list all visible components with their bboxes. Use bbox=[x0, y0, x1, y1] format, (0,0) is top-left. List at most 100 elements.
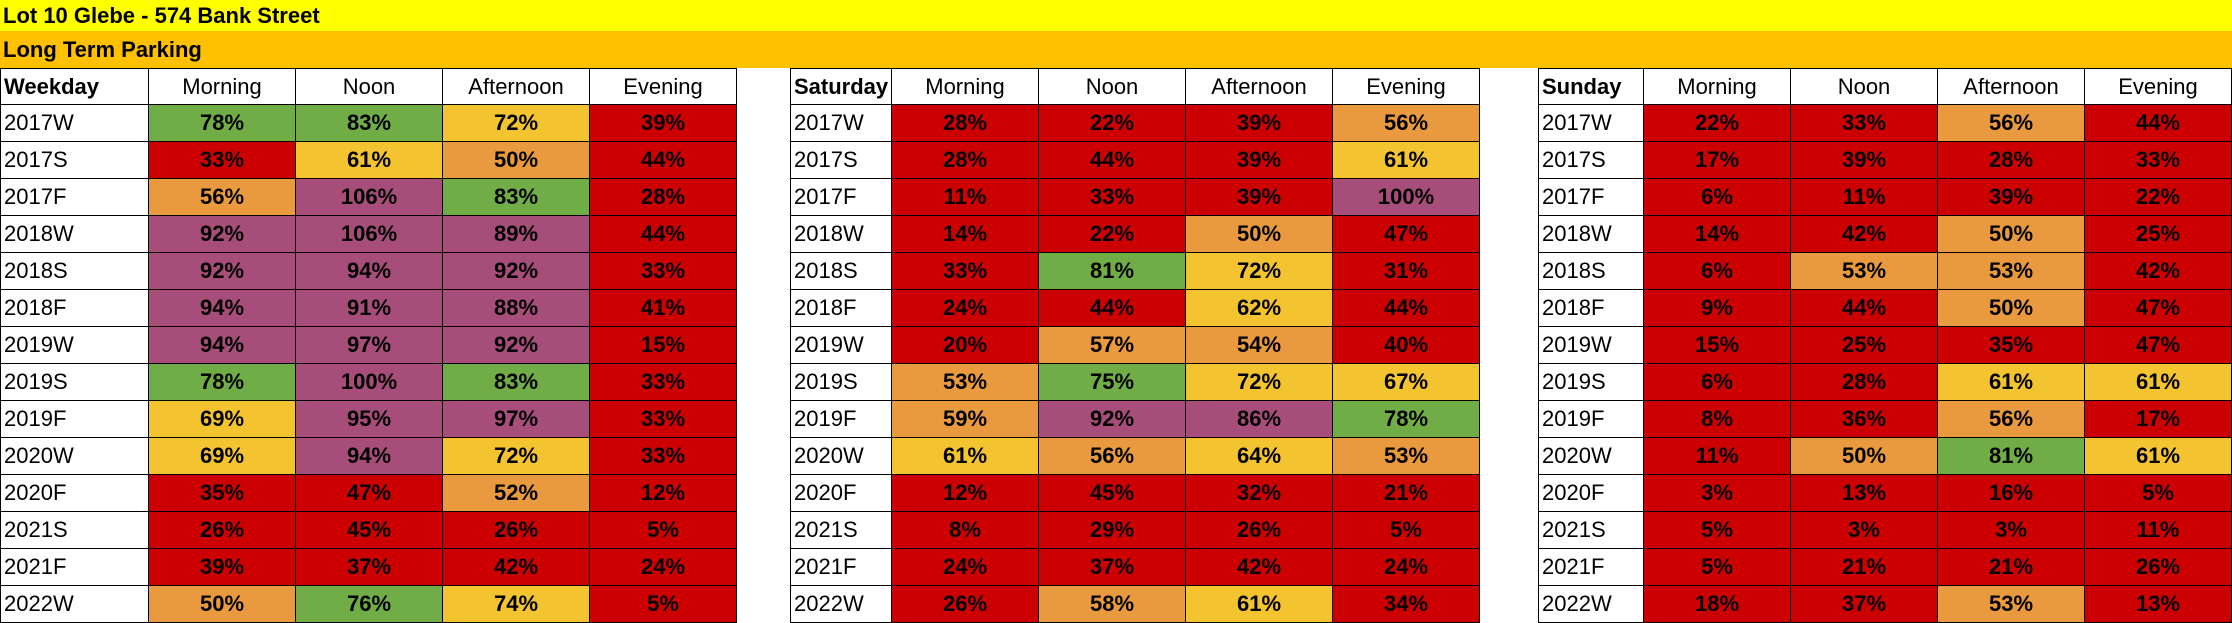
occupancy-cell[interactable]: 28% bbox=[590, 179, 737, 216]
occupancy-cell[interactable]: 39% bbox=[1186, 105, 1333, 142]
occupancy-cell[interactable]: 76% bbox=[296, 586, 443, 623]
occupancy-cell[interactable]: 58% bbox=[1039, 586, 1186, 623]
occupancy-cell[interactable]: 44% bbox=[2085, 105, 2232, 142]
occupancy-cell[interactable]: 89% bbox=[443, 216, 590, 253]
occupancy-cell[interactable]: 47% bbox=[2085, 327, 2232, 364]
occupancy-cell[interactable]: 21% bbox=[1938, 549, 2085, 586]
occupancy-cell[interactable]: 5% bbox=[590, 512, 737, 549]
season-cell[interactable]: 2018W bbox=[790, 216, 892, 253]
occupancy-cell[interactable]: 56% bbox=[1039, 438, 1186, 475]
occupancy-cell[interactable]: 57% bbox=[1039, 327, 1186, 364]
period-header-cell[interactable]: Afternoon bbox=[1186, 68, 1333, 105]
occupancy-cell[interactable]: 13% bbox=[1791, 475, 1938, 512]
occupancy-cell[interactable]: 56% bbox=[1938, 401, 2085, 438]
occupancy-cell[interactable]: 81% bbox=[1938, 438, 2085, 475]
occupancy-cell[interactable]: 61% bbox=[1938, 364, 2085, 401]
occupancy-cell[interactable]: 44% bbox=[1791, 290, 1938, 327]
period-header-cell[interactable]: Morning bbox=[1644, 68, 1791, 105]
occupancy-cell[interactable]: 22% bbox=[1039, 105, 1186, 142]
occupancy-cell[interactable]: 17% bbox=[1644, 142, 1791, 179]
season-cell[interactable]: 2018F bbox=[1538, 290, 1644, 327]
occupancy-cell[interactable]: 11% bbox=[2085, 512, 2232, 549]
occupancy-cell[interactable]: 39% bbox=[1791, 142, 1938, 179]
occupancy-cell[interactable]: 50% bbox=[1938, 290, 2085, 327]
occupancy-cell[interactable]: 86% bbox=[1186, 401, 1333, 438]
occupancy-cell[interactable]: 39% bbox=[1938, 179, 2085, 216]
season-cell[interactable]: 2017W bbox=[0, 105, 149, 142]
occupancy-cell[interactable]: 83% bbox=[443, 364, 590, 401]
occupancy-cell[interactable]: 33% bbox=[590, 364, 737, 401]
occupancy-cell[interactable]: 32% bbox=[1186, 475, 1333, 512]
occupancy-cell[interactable]: 12% bbox=[590, 475, 737, 512]
occupancy-cell[interactable]: 92% bbox=[149, 216, 296, 253]
occupancy-cell[interactable]: 92% bbox=[149, 253, 296, 290]
occupancy-cell[interactable]: 5% bbox=[1644, 512, 1791, 549]
season-cell[interactable]: 2022W bbox=[0, 586, 149, 623]
occupancy-cell[interactable]: 33% bbox=[892, 253, 1039, 290]
occupancy-cell[interactable]: 8% bbox=[1644, 401, 1791, 438]
occupancy-cell[interactable]: 61% bbox=[2085, 438, 2232, 475]
occupancy-cell[interactable]: 53% bbox=[1938, 586, 2085, 623]
occupancy-cell[interactable]: 67% bbox=[1333, 364, 1480, 401]
season-cell[interactable]: 2022W bbox=[1538, 586, 1644, 623]
season-cell[interactable]: 2020F bbox=[790, 475, 892, 512]
occupancy-cell[interactable]: 39% bbox=[1186, 142, 1333, 179]
occupancy-cell[interactable]: 33% bbox=[1791, 105, 1938, 142]
occupancy-cell[interactable]: 39% bbox=[590, 105, 737, 142]
occupancy-cell[interactable]: 94% bbox=[149, 327, 296, 364]
occupancy-cell[interactable]: 24% bbox=[892, 290, 1039, 327]
occupancy-cell[interactable]: 45% bbox=[296, 512, 443, 549]
occupancy-cell[interactable]: 20% bbox=[892, 327, 1039, 364]
occupancy-cell[interactable]: 95% bbox=[296, 401, 443, 438]
occupancy-cell[interactable]: 44% bbox=[1039, 142, 1186, 179]
occupancy-cell[interactable]: 44% bbox=[1039, 290, 1186, 327]
season-cell[interactable]: 2019W bbox=[1538, 327, 1644, 364]
occupancy-cell[interactable]: 75% bbox=[1039, 364, 1186, 401]
occupancy-cell[interactable]: 42% bbox=[1186, 549, 1333, 586]
occupancy-cell[interactable]: 35% bbox=[1938, 327, 2085, 364]
occupancy-cell[interactable]: 53% bbox=[1938, 253, 2085, 290]
occupancy-cell[interactable]: 61% bbox=[2085, 364, 2232, 401]
period-header-cell[interactable]: Evening bbox=[2085, 68, 2232, 105]
occupancy-cell[interactable]: 50% bbox=[1938, 216, 2085, 253]
period-header-cell[interactable]: Evening bbox=[1333, 68, 1480, 105]
occupancy-cell[interactable]: 94% bbox=[296, 438, 443, 475]
occupancy-cell[interactable]: 61% bbox=[296, 142, 443, 179]
occupancy-cell[interactable]: 40% bbox=[1333, 327, 1480, 364]
occupancy-cell[interactable]: 33% bbox=[149, 142, 296, 179]
occupancy-cell[interactable]: 83% bbox=[443, 179, 590, 216]
occupancy-cell[interactable]: 26% bbox=[1186, 512, 1333, 549]
season-cell[interactable]: 2018S bbox=[0, 253, 149, 290]
occupancy-cell[interactable]: 5% bbox=[1333, 512, 1480, 549]
occupancy-cell[interactable]: 41% bbox=[590, 290, 737, 327]
occupancy-cell[interactable]: 11% bbox=[1644, 438, 1791, 475]
season-cell[interactable]: 2021F bbox=[790, 549, 892, 586]
occupancy-cell[interactable]: 92% bbox=[1039, 401, 1186, 438]
occupancy-cell[interactable]: 11% bbox=[892, 179, 1039, 216]
occupancy-cell[interactable]: 39% bbox=[149, 549, 296, 586]
season-cell[interactable]: 2017S bbox=[790, 142, 892, 179]
occupancy-cell[interactable]: 97% bbox=[296, 327, 443, 364]
occupancy-cell[interactable]: 50% bbox=[443, 142, 590, 179]
occupancy-cell[interactable]: 29% bbox=[1039, 512, 1186, 549]
occupancy-cell[interactable]: 33% bbox=[2085, 142, 2232, 179]
occupancy-cell[interactable]: 13% bbox=[2085, 586, 2232, 623]
occupancy-cell[interactable]: 33% bbox=[590, 438, 737, 475]
occupancy-cell[interactable]: 26% bbox=[892, 586, 1039, 623]
occupancy-cell[interactable]: 97% bbox=[443, 401, 590, 438]
occupancy-cell[interactable]: 17% bbox=[2085, 401, 2232, 438]
occupancy-cell[interactable]: 36% bbox=[1791, 401, 1938, 438]
occupancy-cell[interactable]: 61% bbox=[1333, 142, 1480, 179]
occupancy-cell[interactable]: 18% bbox=[1644, 586, 1791, 623]
occupancy-cell[interactable]: 3% bbox=[1938, 512, 2085, 549]
occupancy-cell[interactable]: 100% bbox=[1333, 179, 1480, 216]
period-header-cell[interactable]: Afternoon bbox=[443, 68, 590, 105]
occupancy-cell[interactable]: 5% bbox=[2085, 475, 2232, 512]
occupancy-cell[interactable]: 6% bbox=[1644, 253, 1791, 290]
occupancy-cell[interactable]: 42% bbox=[1791, 216, 1938, 253]
season-cell[interactable]: 2019S bbox=[1538, 364, 1644, 401]
season-cell[interactable]: 2022W bbox=[790, 586, 892, 623]
period-header-cell[interactable]: Evening bbox=[590, 68, 737, 105]
occupancy-cell[interactable]: 26% bbox=[149, 512, 296, 549]
occupancy-cell[interactable]: 81% bbox=[1039, 253, 1186, 290]
